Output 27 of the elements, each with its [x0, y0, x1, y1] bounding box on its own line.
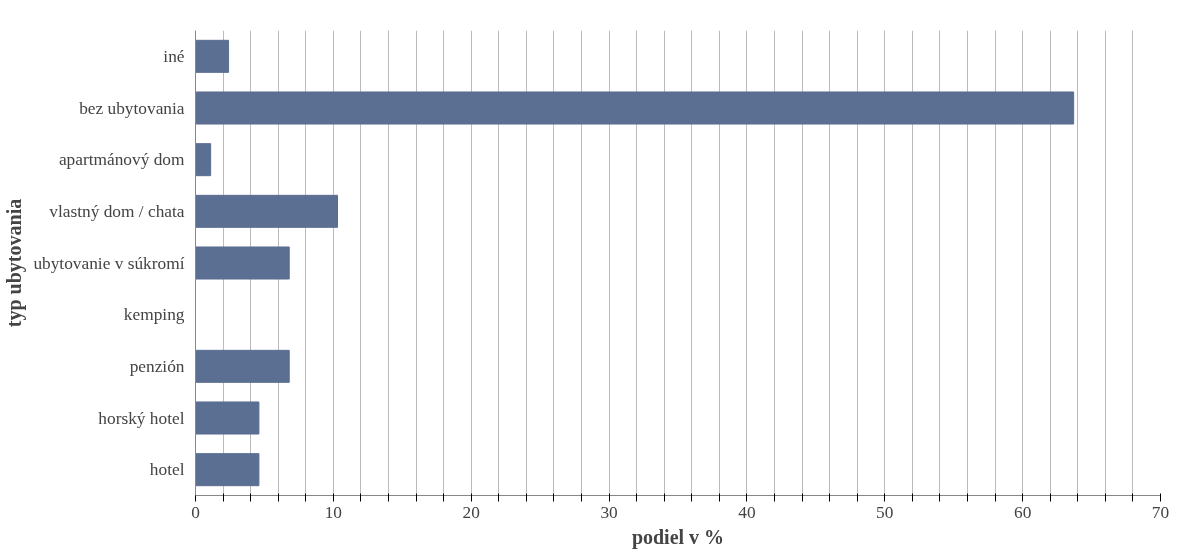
y-tick-label: apartmánový dom	[58, 150, 186, 170]
y-tick-label: kemping	[123, 305, 185, 325]
x-tick-label: 60	[1013, 502, 1032, 522]
y-axis-title: typ ubytovania	[3, 198, 27, 328]
y-tick-label: horský hotel	[98, 408, 185, 428]
bar	[195, 401, 260, 435]
bar	[195, 143, 212, 177]
bar	[195, 39, 230, 73]
x-tick-label: 50	[876, 502, 894, 522]
x-tick-label: 20	[462, 502, 480, 522]
y-tick-label: hotel	[149, 460, 185, 480]
bar	[195, 349, 290, 383]
y-tick-label: vlastný dom / chata	[49, 201, 185, 221]
bar	[195, 453, 260, 487]
y-tick-label: bez ubytovania	[79, 98, 185, 118]
x-tick-label: 30	[600, 502, 618, 522]
x-axis-title: podiel v %	[631, 525, 725, 549]
y-tick-label: ubytovanie v súkromí	[33, 253, 185, 273]
bar	[195, 194, 338, 228]
x-tick-label: 0	[191, 502, 200, 522]
y-tick-label: penzión	[129, 356, 185, 376]
x-tick-label: 70	[1151, 502, 1170, 522]
x-tick-label: 40	[738, 502, 756, 522]
bar	[195, 246, 290, 280]
x-tick-label: 10	[324, 502, 343, 522]
y-tick-label: iné	[163, 46, 185, 66]
bar	[195, 91, 1075, 125]
